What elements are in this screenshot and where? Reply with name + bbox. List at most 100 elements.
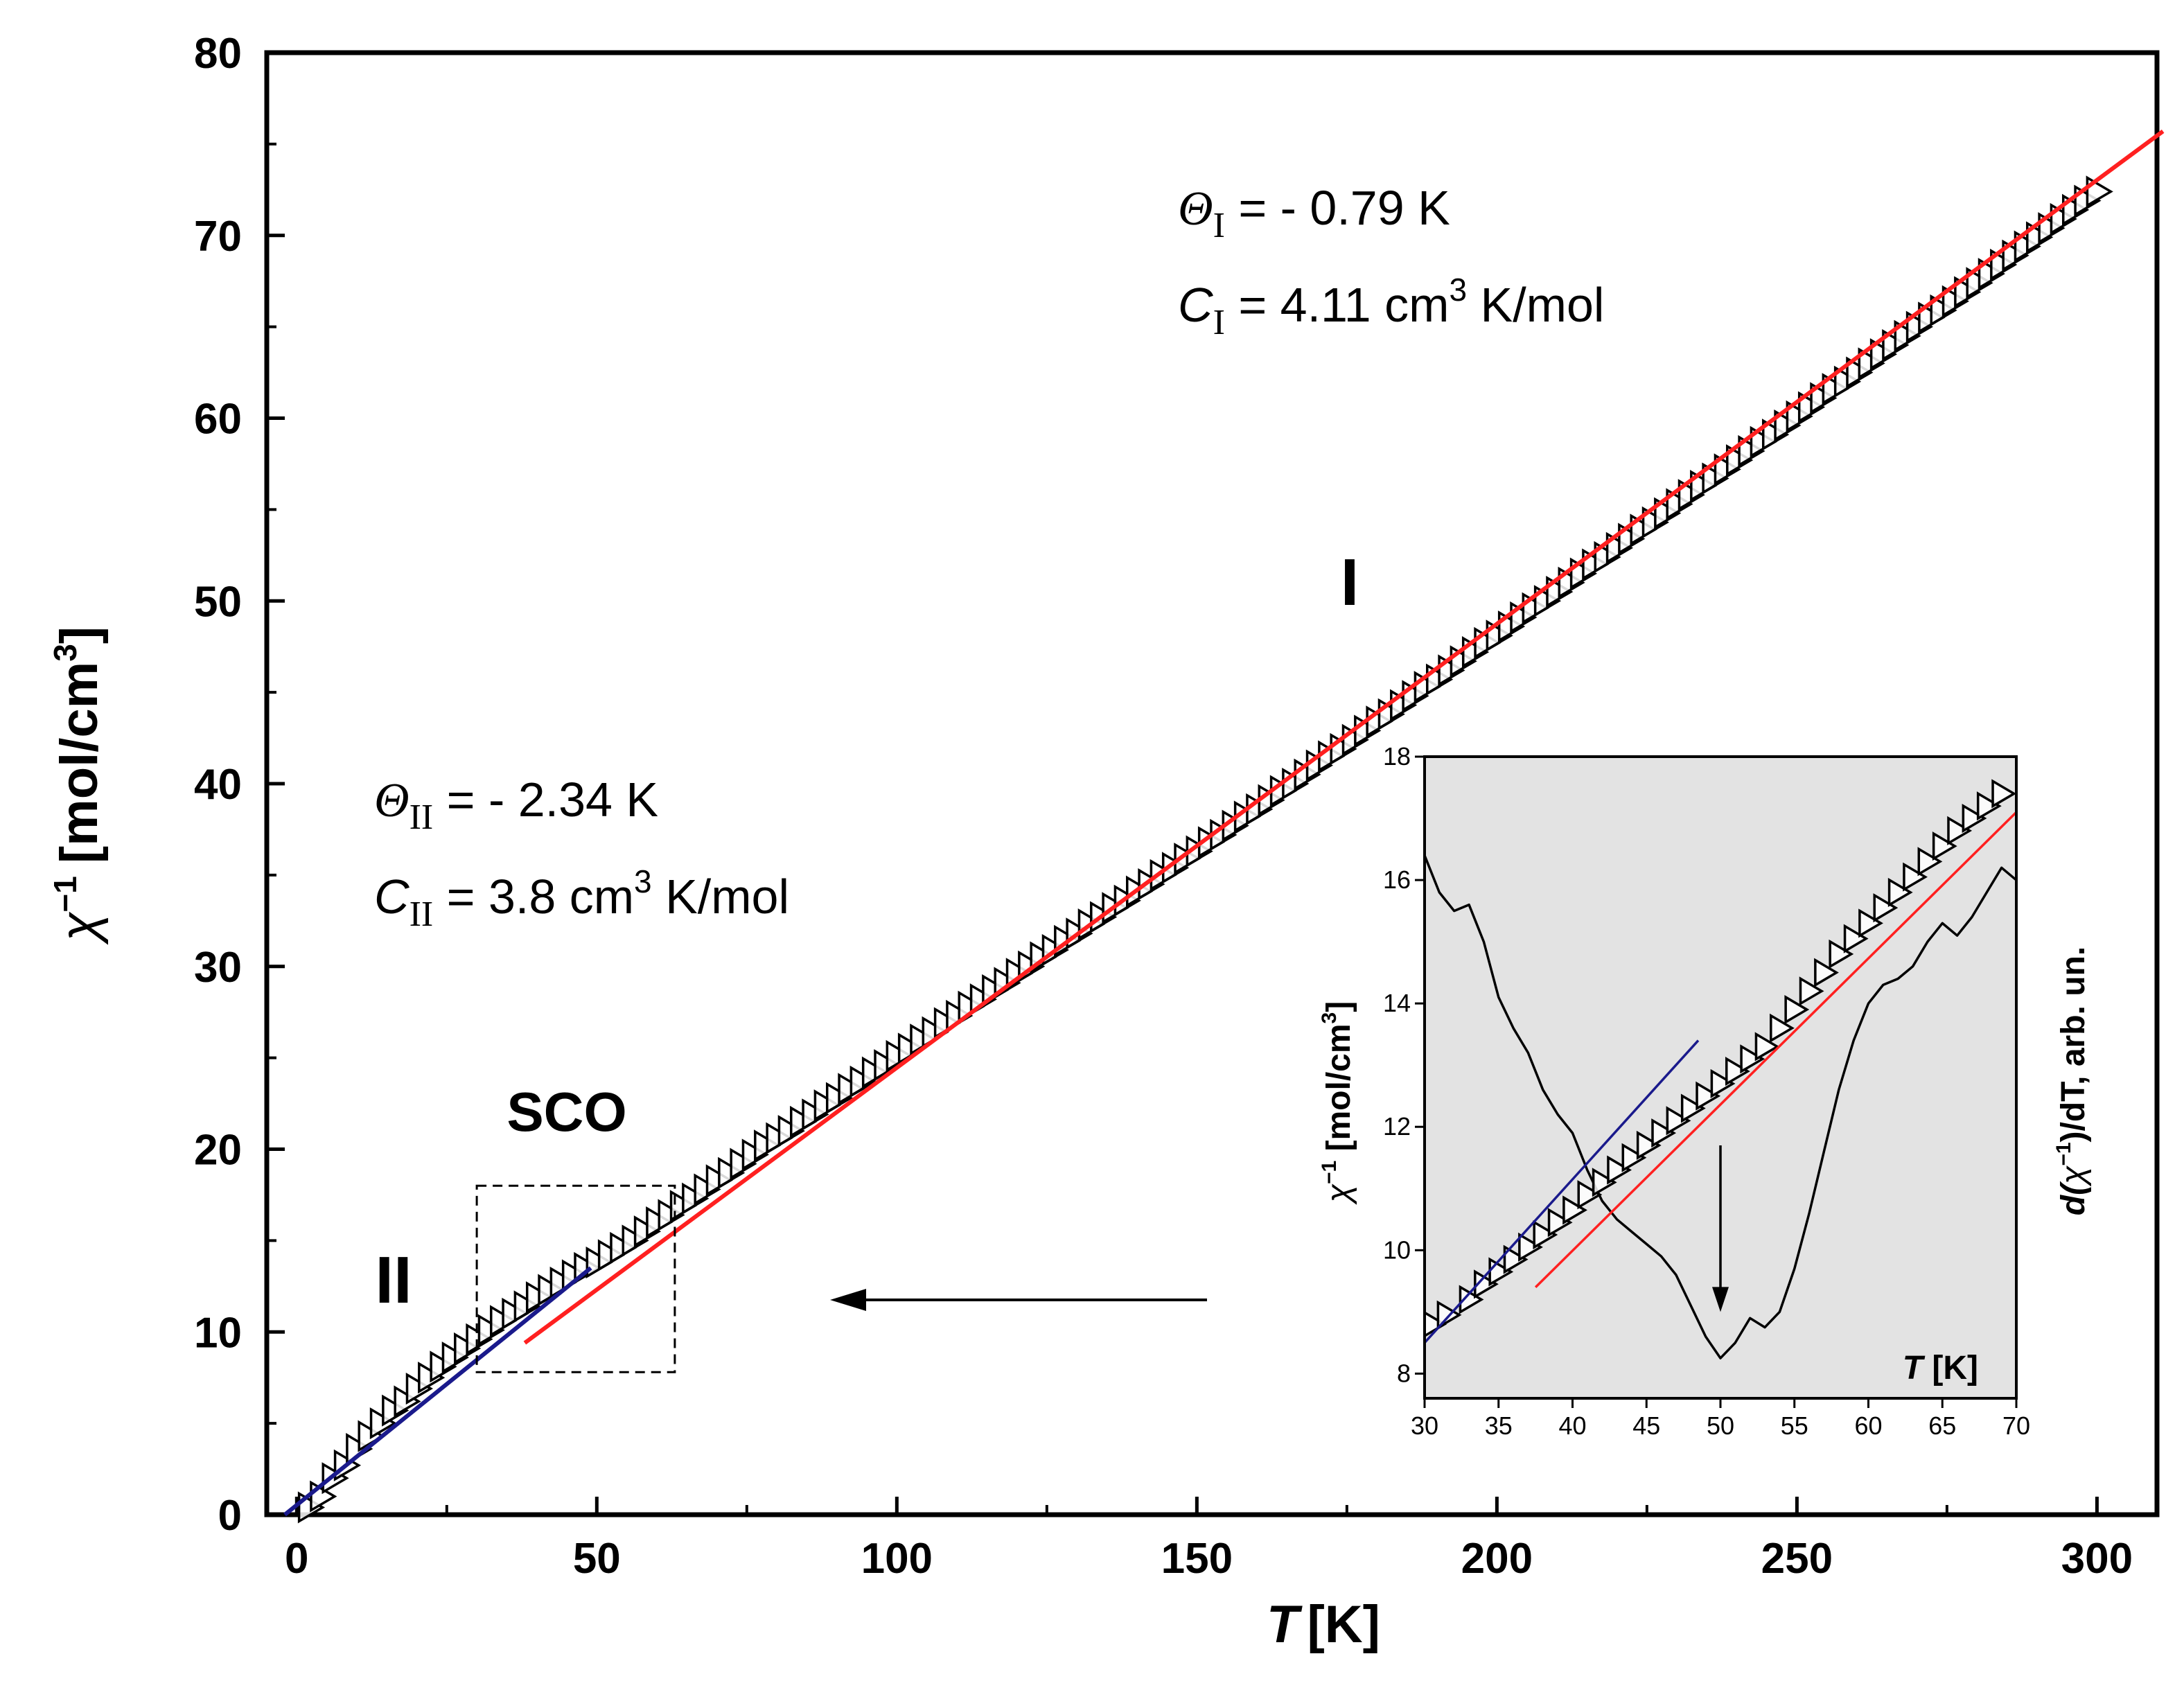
inset-data-point <box>1903 862 1928 892</box>
inset-data-point <box>1533 1220 1558 1250</box>
inset-y-left-unit: [mol/cm <box>1321 1023 1357 1160</box>
inset-x-tick-label: 40 <box>1558 1411 1586 1440</box>
inset-y-right-symbol: χ <box>2055 1165 2092 1187</box>
inset-x-tick-label: 45 <box>1632 1411 1660 1440</box>
inset-data-point <box>1474 1269 1499 1299</box>
inset-data-point <box>1651 1118 1677 1148</box>
x-axis-symbol: T <box>1267 1595 1303 1654</box>
inset-data-point <box>1799 976 1824 1006</box>
main-y-tick-label: 60 <box>194 396 242 443</box>
inset-fit-lines <box>1425 811 2016 1344</box>
main-y-tick-label: 50 <box>194 578 242 626</box>
y-axis-exponent: −1 <box>47 876 83 912</box>
theta-I-value: = - 0.79 K <box>1225 181 1450 235</box>
main-y-tick-labels: 0 10 20 30 40 50 60 70 80 <box>194 30 242 1540</box>
inset-x-tick-label: 55 <box>1781 1411 1808 1440</box>
theta-II-annotation: ΘII = - 2.34 K <box>374 773 658 837</box>
main-x-tick-label: 250 <box>1761 1535 1833 1583</box>
inset-data-point <box>1976 791 2002 821</box>
main-y-tick-label: 20 <box>194 1127 242 1174</box>
sco-label: SCO <box>507 1081 626 1143</box>
inset-y-left-exponent: −1 <box>1318 1161 1341 1184</box>
inset-y-right-exponent: −1 <box>2052 1142 2075 1165</box>
theta-I-subscript: I <box>1213 206 1225 245</box>
inset-y-tick-label: 8 <box>1397 1359 1411 1387</box>
inset-data-point <box>1814 958 1839 987</box>
inset-data-point <box>1710 1068 1736 1098</box>
theta-I-annotation: ΘI = - 0.79 K <box>1178 181 1450 245</box>
inset-derivative-curve <box>1425 854 2016 1359</box>
main-x-tick-label: 150 <box>1161 1535 1233 1583</box>
inset-x-tick-label: 50 <box>1707 1411 1734 1440</box>
inset-y-right-prefix: d( <box>2055 1181 2092 1215</box>
main-x-tick-label: 0 <box>285 1535 308 1583</box>
x-axis-title: T [K] <box>1267 1595 1380 1654</box>
inset-x-tick-label: 60 <box>1854 1411 1882 1440</box>
theta-II-symbol: Θ <box>374 774 410 827</box>
inset-data-point <box>1621 1143 1647 1172</box>
inset-y-left-unit-exponent: 3 <box>1318 1012 1341 1024</box>
main-x-tick-label: 200 <box>1461 1535 1533 1583</box>
inset-x-tick-label: 70 <box>2002 1411 2030 1440</box>
theta-II-value: = - 2.34 K <box>433 773 658 827</box>
c-I-annotation: CI = 4.11 cm3 K/mol <box>1178 272 1604 342</box>
y-axis-unit: [mol/cm <box>50 662 109 863</box>
inset-data-point <box>1547 1208 1573 1238</box>
main-fit-lines <box>283 130 2165 1517</box>
c-II-value: = 3.8 cm <box>433 870 634 924</box>
inset-x-tick-label: 65 <box>1928 1411 1956 1440</box>
main-x-tick-label: 100 <box>861 1535 933 1583</box>
y-axis-title: χ−1 [mol/cm3] <box>47 626 109 945</box>
c-I-exponent: 3 <box>1449 272 1467 308</box>
main-y-tick-label: 30 <box>194 944 242 992</box>
inset-data-point <box>1770 1013 1795 1043</box>
inset-data-point <box>1562 1195 1587 1225</box>
inset-data-point <box>1666 1106 1691 1136</box>
inset-data-point <box>1784 994 1810 1025</box>
inset-x-tick-label: 35 <box>1485 1411 1513 1440</box>
main-x-tick-label: 300 <box>2061 1535 2133 1583</box>
inset-data-point <box>1518 1232 1543 1262</box>
inset-data-point <box>1725 1057 1750 1086</box>
inset-data-point <box>1917 847 1943 877</box>
main-y-tick-label: 0 <box>218 1492 242 1540</box>
inset-y-left-symbol: χ <box>1321 1183 1357 1205</box>
inset-y-tick-label: 10 <box>1383 1235 1411 1264</box>
inset-x-tick-label: 30 <box>1411 1411 1438 1440</box>
c-II-symbol: C <box>374 870 410 924</box>
inset-x-axis-title: T [K] <box>1903 1350 1978 1387</box>
inset-data-point <box>1696 1081 1721 1111</box>
inset-y-tick-label: 14 <box>1383 989 1411 1017</box>
main-fit-I-line <box>523 130 2165 1345</box>
x-axis-unit: [K] <box>1307 1595 1380 1654</box>
inset-data-point <box>1592 1168 1617 1197</box>
theta-II-subscript: II <box>410 798 434 837</box>
inset-data-point <box>1858 908 1883 938</box>
region-I-label: I <box>1341 545 1359 619</box>
inset-data-point <box>1680 1093 1706 1123</box>
inset-x-tick-labels: 30 35 40 45 50 55 60 65 70 <box>1411 1411 2030 1440</box>
inset-data-point <box>1425 1311 1447 1338</box>
inset-arrow-head <box>1712 1287 1729 1312</box>
inset-y-axis-title-right: d(χ−1)/dT, arb. un. <box>2052 947 2092 1215</box>
c-I-value: = 4.11 cm <box>1225 278 1450 332</box>
inset-data-point <box>1607 1155 1632 1185</box>
inset-axis-ticks <box>1415 755 2018 1408</box>
inset-data-point <box>1873 893 1899 923</box>
main-y-tick-label: 40 <box>194 761 242 809</box>
inset-data-point <box>1740 1044 1765 1074</box>
inset-data-point <box>1829 939 1854 969</box>
main-fit-II-line <box>283 1266 592 1517</box>
y-axis-symbol: χ <box>50 911 109 945</box>
c-I-symbol: C <box>1178 278 1213 332</box>
inset-data-point <box>1932 831 1957 861</box>
inset-data-point <box>1754 1032 1780 1062</box>
sco-region-box <box>475 1184 676 1373</box>
inset-data-point <box>1947 816 1973 845</box>
c-II-annotation: CII = 3.8 cm3 K/mol <box>374 863 789 934</box>
inset-x-axis-unit: [K] <box>1923 1350 1978 1387</box>
inset-data-point <box>1991 779 2016 809</box>
inset-data-point <box>1962 803 1987 834</box>
inset-data-point <box>1887 877 1913 907</box>
